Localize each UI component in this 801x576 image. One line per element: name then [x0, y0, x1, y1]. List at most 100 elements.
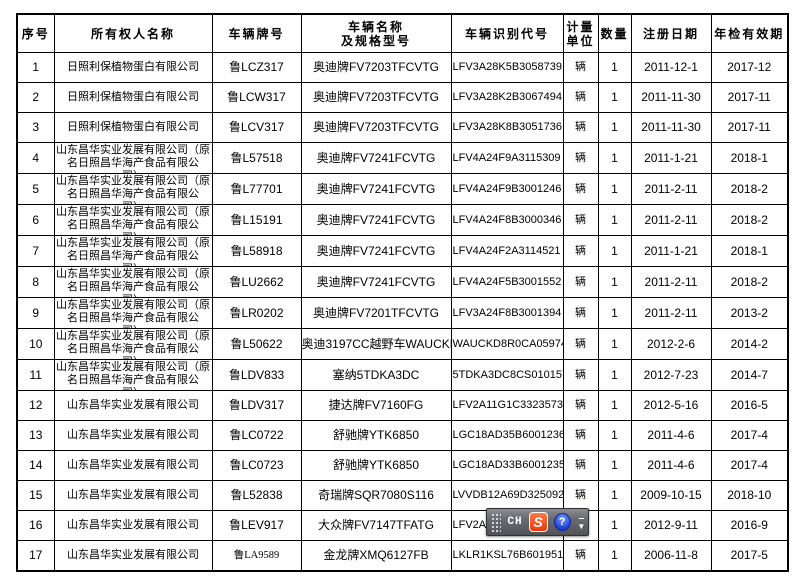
cell-qty-text: 1 — [611, 428, 618, 442]
cell-vin-text: LGC18AD33B6001235 — [452, 459, 563, 471]
cell-index-text: 7 — [32, 243, 40, 258]
ime-language-bar[interactable]: CH S ? – ▼ — [486, 508, 589, 536]
cell-reg-date: 2011-1-21 — [630, 142, 712, 174]
cell-unit: 辆 — [562, 112, 599, 143]
cell-plate: 鲁L52838 — [211, 480, 302, 511]
cell-index-text: 1 — [32, 60, 40, 74]
cell-unit-text: 辆 — [575, 489, 586, 501]
cell-inspection-text: 2016-9 — [730, 518, 768, 532]
cell-owner: 山东昌华实业发展有限公司 — [53, 510, 213, 541]
cell-unit-text: 辆 — [575, 399, 586, 411]
cell-vin-text: LFV3A28K2B3067494 — [452, 91, 562, 103]
cell-vin: LGC18AD33B6001235 — [450, 450, 564, 481]
cell-model-text: 塞纳5TDKA3DC — [332, 367, 420, 382]
cell-reg-date-text: 2012-7-23 — [643, 367, 699, 382]
cell-inspection-text: 2017-12 — [727, 60, 772, 74]
cell-inspection: 2018-2 — [710, 173, 789, 205]
cell-owner: 山东昌华实业发展有限公司 — [53, 450, 213, 481]
cell-inspection: 2017-11 — [710, 82, 789, 113]
cell-model-text: 奇瑞牌SQR7080S116 — [318, 488, 434, 502]
cell-owner: 山东昌华实业发展有限公司（原 名日照昌华海产食品有限公 司） — [53, 297, 213, 329]
cell-vin-text: LFV4A24F9B3001246 — [452, 182, 562, 195]
cell-reg-date: 2011-2-11 — [630, 266, 712, 298]
cell-unit-text: 辆 — [575, 121, 586, 133]
cell-vin: LFV4A24F8B3000346 — [450, 204, 564, 236]
cell-plate-text: 鲁LDV317 — [228, 398, 285, 412]
expand-arrow-button[interactable]: ▼ — [577, 521, 586, 531]
table-row: 2 日照利保植物蛋白有限公司 鲁LCW317 奥迪牌FV7203TFCVTG LFV3A… — [16, 82, 789, 113]
cell-model-text: 奥迪牌FV7241FCVTG — [316, 181, 436, 196]
cell-plate: 鲁LCZ317 — [211, 52, 302, 83]
cell-model: 奥迪牌FV7241FCVTG — [300, 142, 452, 174]
cell-qty: 1 — [597, 328, 632, 360]
table-row: 12 山东昌华实业发展有限公司 鲁LDV317 捷达牌FV7160FG LFV2A11G… — [16, 390, 789, 421]
cell-vin: LFV4A24F9B3001246 — [450, 173, 564, 205]
cell-reg-date-text: 2009-10-15 — [640, 488, 702, 502]
col-header-qty: 数量 — [597, 13, 632, 53]
cell-owner-text: 日照利保植物蛋白有限公司 — [67, 61, 199, 73]
cell-vin-text: LFV2A — [452, 519, 487, 531]
cell-index: 6 — [16, 204, 55, 236]
table-row: 8 山东昌华实业发展有限公司（原 名日照昌华海产食品有限公 司） 鲁LU2662 奥迪… — [16, 266, 789, 298]
cell-vin: LFV3A28K5B3058739 — [450, 52, 564, 83]
cell-owner-text: 山东昌华实业发展有限公司 — [67, 429, 199, 441]
cell-reg-date: 2011-12-1 — [630, 52, 712, 83]
cell-model-text: 奥迪牌FV7201TFCVTG — [312, 305, 440, 320]
cell-model-text: 舒驰牌YTK6850 — [332, 458, 420, 472]
cell-unit-text: 辆 — [575, 429, 586, 441]
cell-plate: 鲁L50622 — [211, 328, 302, 360]
cell-inspection-text: 2018-2 — [730, 274, 768, 289]
cell-unit-text: 辆 — [575, 213, 586, 226]
cell-owner-text: 山东昌华实业发展有限公司 — [67, 399, 199, 411]
col-header-index: 序号 — [16, 13, 55, 53]
cell-model-text: 奥迪牌FV7241FCVTG — [316, 243, 436, 258]
cell-qty-text: 1 — [611, 336, 618, 351]
col-header-model: 车辆名称 及规格型号 — [300, 13, 452, 53]
cell-index: 11 — [16, 359, 55, 391]
cell-inspection-text: 2018-2 — [730, 212, 768, 227]
cell-qty-text: 1 — [611, 120, 618, 134]
cell-qty-text: 1 — [611, 458, 618, 472]
cell-inspection: 2017-12 — [710, 52, 789, 83]
cell-vin: LFV3A28K2B3067494 — [450, 82, 564, 113]
cell-reg-date: 2011-1-21 — [630, 235, 712, 267]
cell-owner-text: 山东昌华实业发展有限公司（原 名日照昌华海产食品有限公 司） — [56, 206, 210, 235]
cell-owner-text: 山东昌华实业发展有限公司（原 名日照昌华海产食品有限公 司） — [56, 330, 210, 359]
cell-plate: 鲁LEV917 — [211, 510, 302, 541]
cell-reg-date-text: 2012-2-6 — [646, 336, 696, 351]
col-header-index-label: 序号 — [21, 26, 50, 41]
sogou-ime-icon[interactable]: S — [528, 512, 548, 532]
cell-inspection: 2017-4 — [710, 420, 789, 451]
cell-inspection: 2018-2 — [710, 204, 789, 236]
language-indicator-button[interactable]: CH — [507, 516, 523, 528]
cell-reg-date-text: 2011-1-21 — [644, 243, 698, 258]
cell-qty: 1 — [597, 173, 632, 205]
vehicle-register-table: 序号 所有权人名称 车辆牌号 车辆名称 及规格型号 车辆识别代号 计量 单位 数量 注册日期年… — [16, 13, 789, 572]
cell-vin-text: LFV3A28K5B3058739 — [452, 61, 562, 73]
table-row: 4 山东昌华实业发展有限公司（原 名日照昌华海产食品有限公 司） 鲁L57518 奥迪… — [16, 142, 789, 174]
cell-owner-text: 山东昌华实业发展有限公司 — [67, 489, 199, 501]
cell-unit: 辆 — [562, 52, 599, 83]
cell-index: 9 — [16, 297, 55, 329]
cell-qty-text: 1 — [611, 181, 618, 196]
cell-unit: 辆 — [562, 173, 599, 205]
col-header-inspection-label: 年检有效期 — [714, 26, 785, 41]
cell-unit: 辆 — [562, 204, 599, 236]
cell-owner-text: 山东昌华实业发展有限公司（原 名日照昌华海产食品有限公 司） — [56, 237, 210, 266]
cell-plate: 鲁LDV317 — [211, 390, 302, 421]
cell-plate-text: 鲁LC0723 — [229, 458, 284, 472]
cell-unit: 辆 — [562, 328, 599, 360]
cell-index-text: 3 — [32, 120, 40, 134]
minimize-button[interactable]: – — [578, 512, 585, 524]
cell-index-text: 12 — [29, 398, 43, 412]
cell-qty: 1 — [597, 510, 632, 541]
cell-reg-date-text: 2011-11-30 — [641, 90, 701, 104]
drag-handle-icon[interactable] — [490, 512, 502, 532]
cell-unit: 辆 — [562, 420, 599, 451]
cell-plate: 鲁LU2662 — [211, 266, 302, 298]
cell-qty-text: 1 — [611, 367, 618, 382]
cell-reg-date-text: 2011-4-6 — [647, 428, 695, 442]
help-icon[interactable]: ? — [553, 513, 571, 531]
cell-qty: 1 — [597, 52, 632, 83]
cell-index: 7 — [16, 235, 55, 267]
